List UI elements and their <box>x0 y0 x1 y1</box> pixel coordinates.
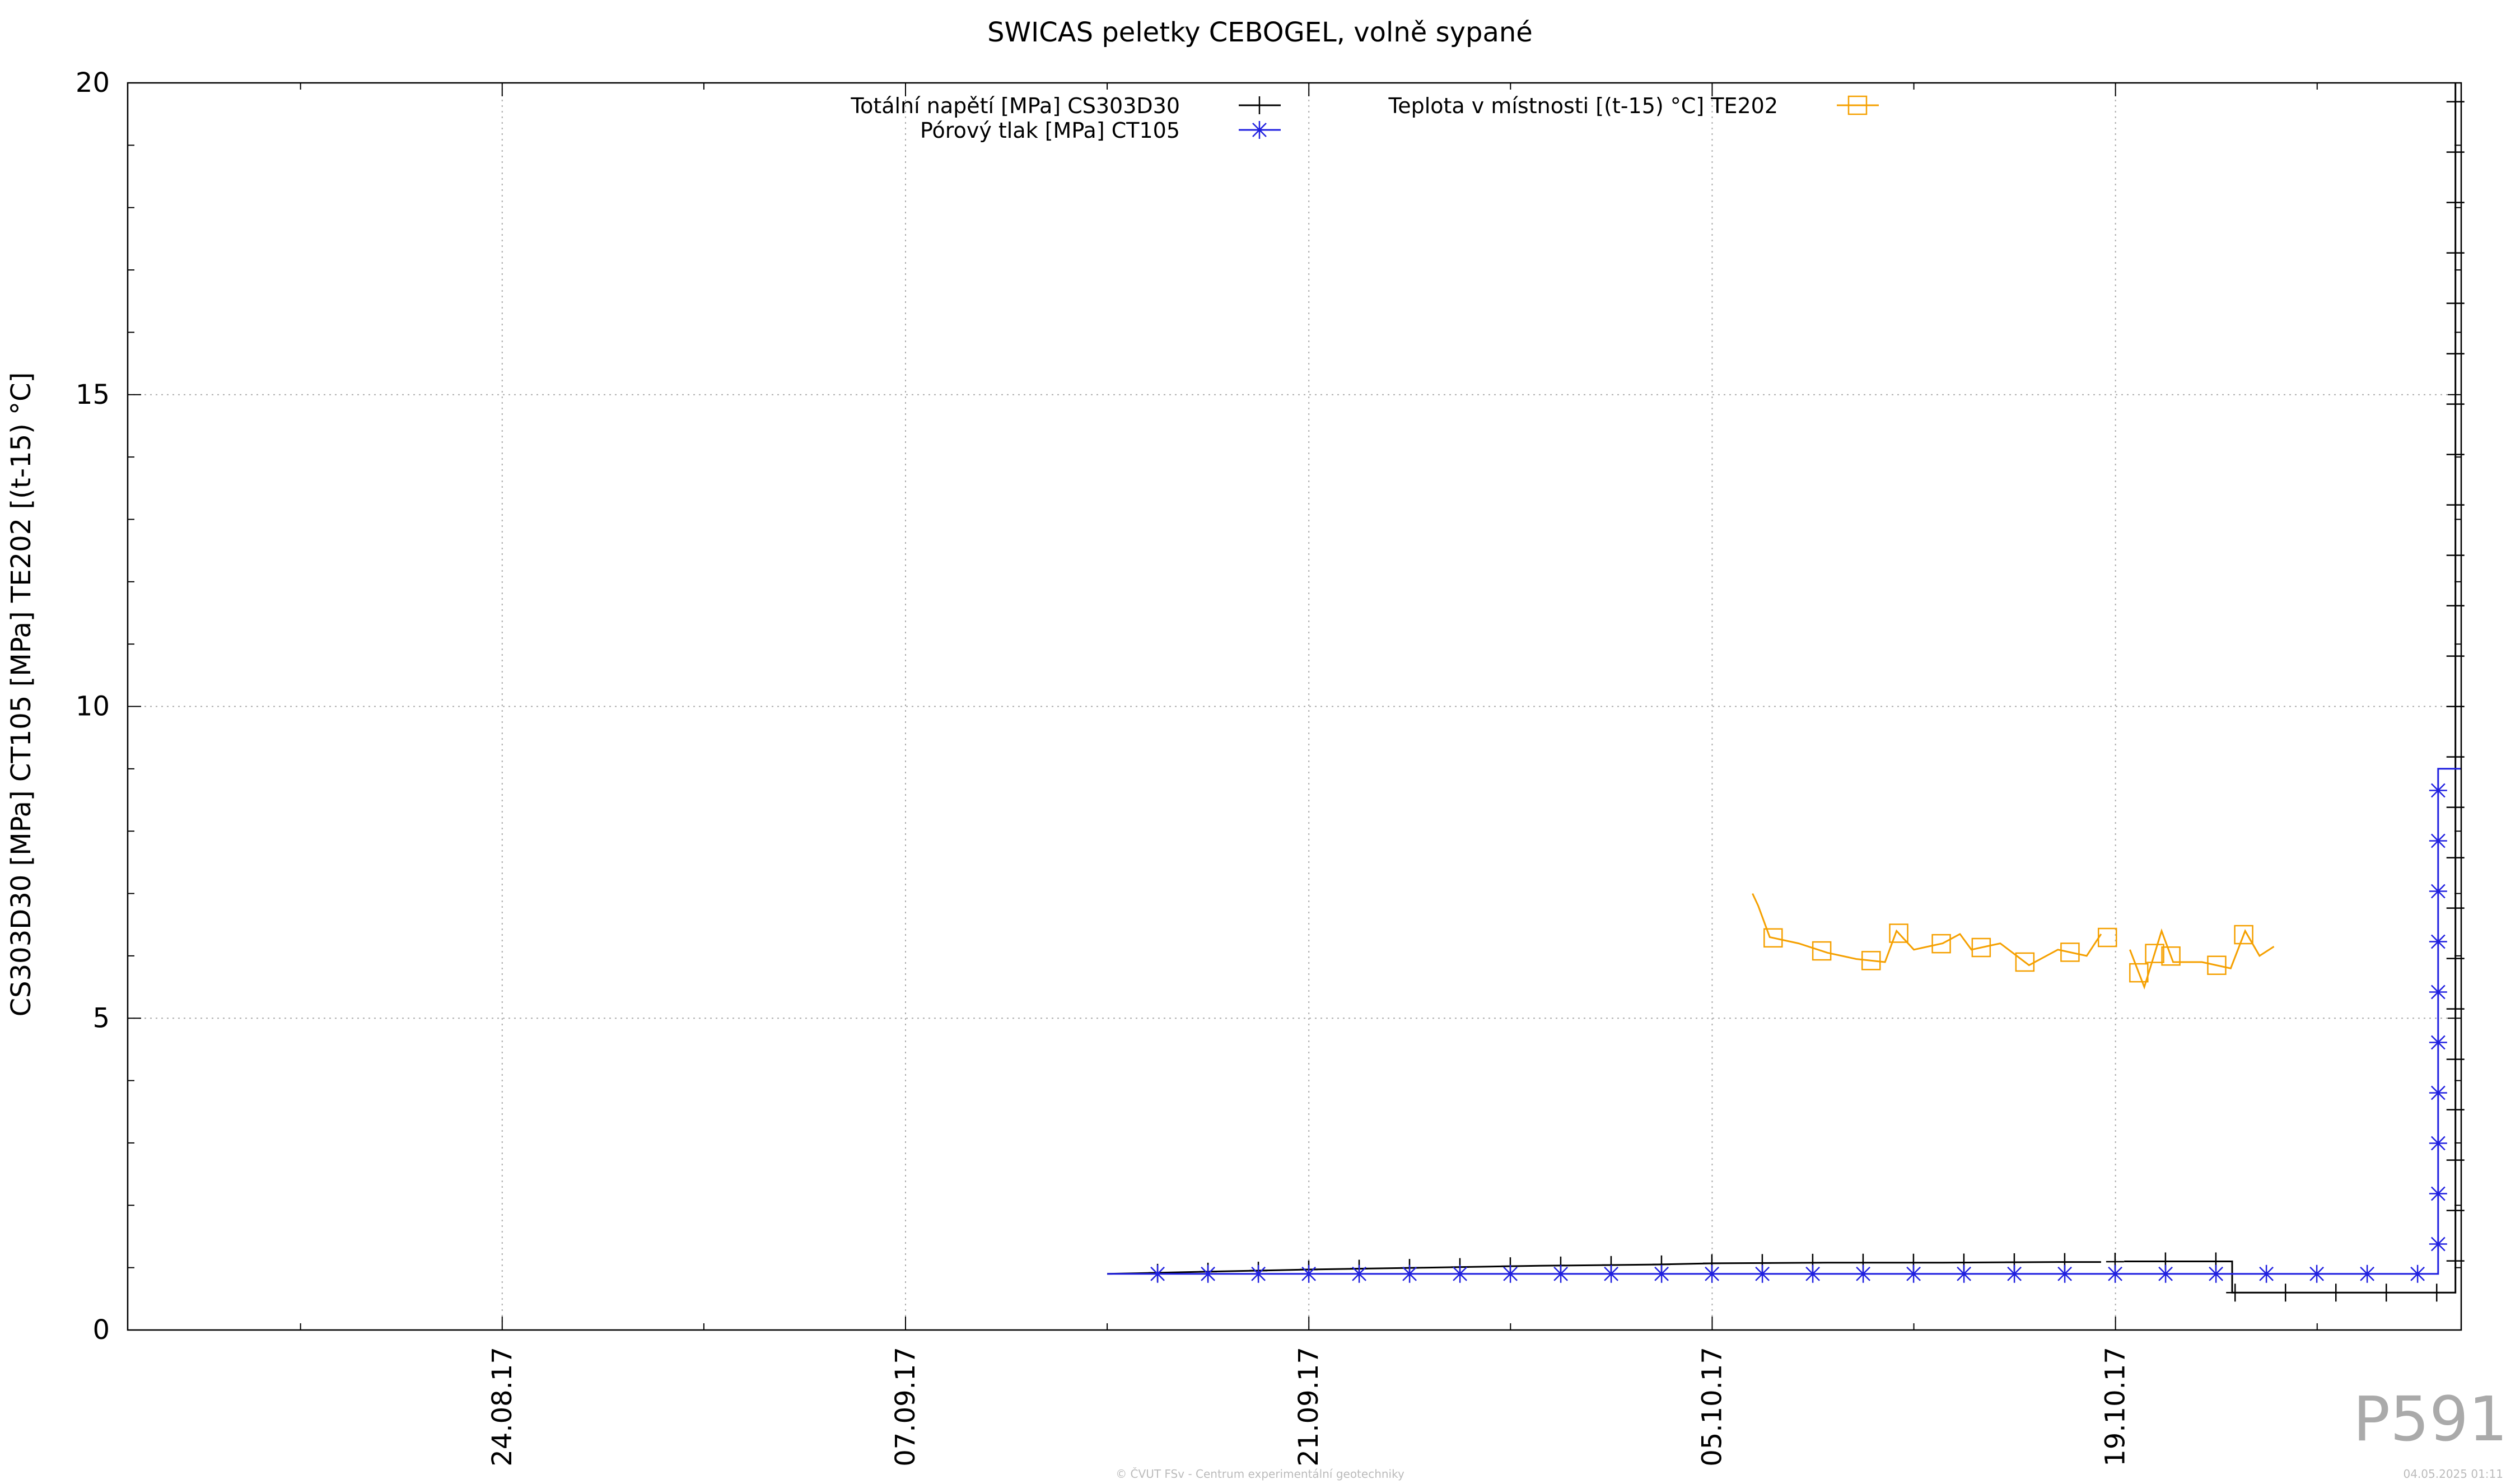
data-point <box>1501 1264 1520 1283</box>
data-point <box>2234 925 2253 945</box>
data-point <box>1889 923 1908 943</box>
data-point <box>1854 1264 1873 1283</box>
data-point <box>1931 934 1951 954</box>
series-line <box>1752 893 2275 990</box>
data-point <box>1401 1264 1419 1283</box>
data-point <box>1451 1264 1469 1283</box>
data-point <box>1753 1264 1772 1283</box>
data-point <box>1300 1264 1318 1283</box>
data-point <box>1812 941 1832 961</box>
data-point <box>2129 963 2149 983</box>
legend-marker <box>1847 95 1868 115</box>
plot-frame <box>127 82 2462 1331</box>
timestamp: 04.05.2025 01:11 <box>2403 1467 2503 1481</box>
data-point <box>2207 1264 2225 1283</box>
data-point <box>1350 1264 1369 1283</box>
data-point <box>1199 1264 1217 1283</box>
data-point <box>2409 1264 2427 1283</box>
data-point <box>1804 1264 1822 1283</box>
data-point <box>1602 1264 1621 1283</box>
y-tick-label: 10 <box>76 691 110 722</box>
data-point <box>2145 944 2164 963</box>
data-point <box>1763 928 1783 948</box>
x-tick-label: 24.08.17 <box>487 1347 518 1467</box>
x-tick-label: 07.09.17 <box>890 1347 921 1467</box>
data-point <box>2308 1264 2326 1283</box>
data-point <box>2429 832 2447 850</box>
data-point <box>2060 942 2080 962</box>
data-point <box>1905 1264 1923 1283</box>
data-point <box>2429 983 2447 1001</box>
x-tick-label: 21.09.17 <box>1293 1347 1324 1467</box>
data-point <box>2015 952 2035 972</box>
footer-text: © ČVUT FSv - Centrum experimentální geot… <box>1116 1467 1404 1481</box>
watermark: P591 <box>2353 1383 2508 1455</box>
data-point <box>2161 946 2181 966</box>
data-point <box>2106 1264 2125 1283</box>
data-point <box>2276 1284 2295 1302</box>
data-point <box>2207 955 2227 976</box>
data-point <box>2358 1264 2377 1283</box>
legend-label: Teplota v místnosti [(t-15) °C] TE202 <box>1388 94 1778 118</box>
data-point <box>2429 932 2447 951</box>
data-point <box>1971 937 1991 958</box>
data-point <box>1703 1264 1721 1283</box>
legend-label: Totální napětí [MPa] CS303D30 <box>850 94 1180 118</box>
legend-marker <box>1250 96 1268 114</box>
data-point <box>2429 1084 2447 1102</box>
chart-title: SWICAS peletky CEBOGEL, volně sypané <box>987 17 1533 48</box>
data-point <box>2429 1235 2447 1253</box>
y-tick-label: 5 <box>92 1002 110 1034</box>
legend-label: Pórový tlak [MPa] CT105 <box>920 118 1180 143</box>
x-tick-label: 05.10.17 <box>1696 1347 1728 1467</box>
data-point <box>2429 781 2447 800</box>
data-point <box>2005 1264 2024 1283</box>
data-point <box>2097 927 2117 948</box>
data-point <box>1249 1264 1268 1283</box>
data-point <box>2428 1284 2446 1302</box>
legend-marker <box>1250 121 1268 139</box>
data-point <box>1552 1264 1570 1283</box>
data-point <box>2226 1284 2244 1302</box>
data-point <box>2327 1284 2345 1302</box>
data-point <box>1955 1264 1973 1283</box>
data-point <box>2377 1284 2396 1302</box>
data-point <box>2429 882 2447 900</box>
series-line <box>1107 83 2457 1294</box>
series-line <box>1107 768 2461 1275</box>
data-point <box>2429 1033 2447 1052</box>
data-point <box>2157 1264 2175 1283</box>
data-point <box>1653 1264 1671 1283</box>
data-point <box>2429 1134 2447 1152</box>
x-tick-label: 19.10.17 <box>2100 1347 2131 1467</box>
y-tick-label: 20 <box>76 67 110 99</box>
data-point <box>1149 1264 1167 1283</box>
y-tick-label: 15 <box>76 379 110 410</box>
y-tick-label: 0 <box>92 1314 110 1346</box>
data-point <box>2429 1184 2447 1203</box>
data-point <box>1861 951 1881 970</box>
data-point <box>2257 1264 2276 1283</box>
data-point <box>2056 1264 2074 1283</box>
